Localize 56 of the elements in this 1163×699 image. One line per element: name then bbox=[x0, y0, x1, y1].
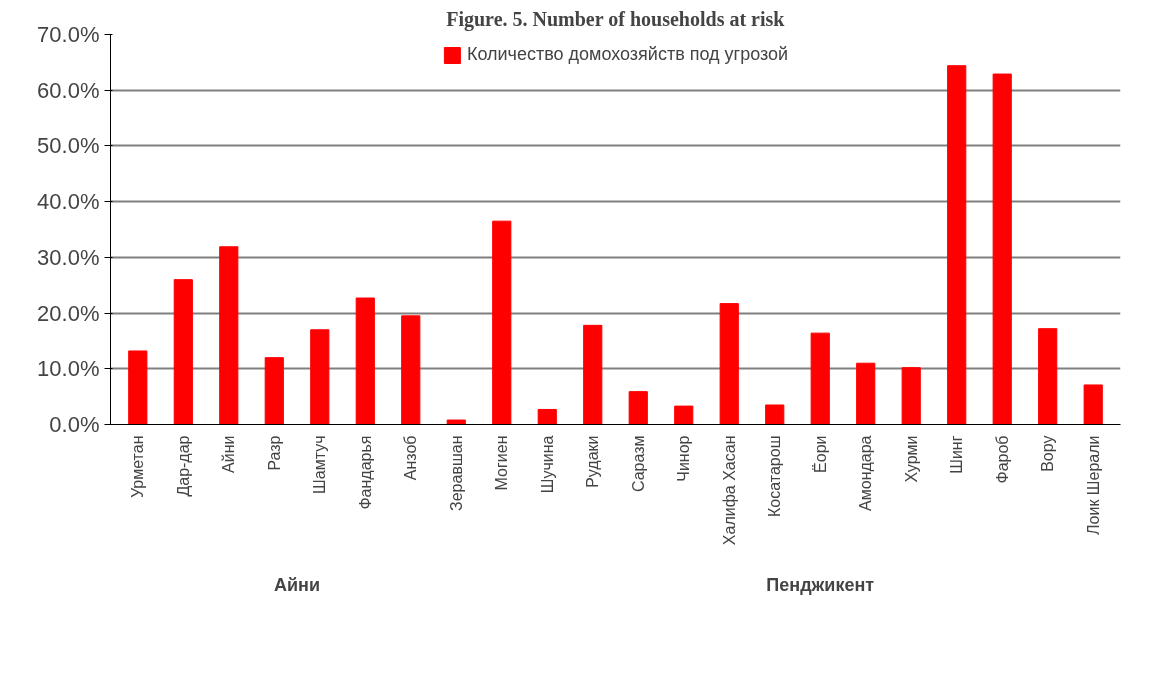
x-tick-label: Разр bbox=[265, 435, 283, 471]
x-tick-label: Шамтуч bbox=[311, 435, 329, 494]
x-tick-label: Ёори bbox=[811, 435, 829, 473]
x-tick-label: Фандарья bbox=[356, 435, 374, 510]
x-tick-label: Хурми bbox=[902, 435, 920, 483]
bar bbox=[1083, 384, 1103, 425]
x-tick-label: Урметан bbox=[129, 435, 147, 499]
y-tick-label: 70.0% bbox=[37, 22, 100, 47]
x-tick-label: Дар-дар bbox=[174, 435, 192, 497]
bar bbox=[446, 419, 466, 425]
text: Пенджикент bbox=[766, 574, 875, 595]
x-tick-label: Айни bbox=[220, 435, 238, 473]
text: Айни bbox=[274, 574, 321, 595]
bar bbox=[810, 332, 830, 425]
bar bbox=[901, 367, 921, 425]
x-tick-label: Вору bbox=[1039, 435, 1057, 472]
x-tick-label: Чинор bbox=[675, 435, 693, 482]
y-tick-label: 50.0% bbox=[37, 133, 100, 159]
y-tick-label: 40.0% bbox=[37, 189, 100, 215]
x-tick-label: Шинг bbox=[948, 435, 966, 474]
x-tick-label: Амондара bbox=[857, 435, 875, 511]
bar bbox=[765, 404, 785, 425]
chart-title: Figure. 5. Number of households at risk bbox=[446, 7, 786, 31]
x-tick-label: Косатарош bbox=[766, 435, 784, 517]
bar bbox=[674, 405, 694, 425]
bar bbox=[947, 65, 967, 425]
y-tick-label: 30.0% bbox=[37, 244, 100, 270]
x-tick-label: Зеравшан bbox=[447, 435, 465, 511]
x-tick-label: Халифа Хасан bbox=[720, 435, 738, 546]
bar bbox=[537, 408, 557, 425]
bar bbox=[173, 279, 193, 425]
x-tick-label: Могиен bbox=[493, 435, 511, 491]
x-tick-label: Анзоб bbox=[402, 435, 420, 481]
x-tick-label: Лоик Шерали bbox=[1084, 435, 1102, 535]
bar bbox=[401, 315, 421, 425]
x-tick-label: Саразм bbox=[629, 435, 647, 493]
legend-label: Количество домохозяйств под угрозой bbox=[466, 44, 789, 65]
y-tick-label: 0.0% bbox=[49, 412, 100, 437]
y-tick-label: 10.0% bbox=[37, 356, 100, 382]
bar bbox=[856, 362, 876, 425]
bar bbox=[1038, 328, 1058, 425]
x-tick-label: Шучина bbox=[538, 435, 556, 494]
y-tick-label: 60.0% bbox=[37, 77, 100, 103]
bar bbox=[628, 391, 648, 425]
bar bbox=[583, 324, 603, 425]
bar bbox=[992, 73, 1012, 425]
bar bbox=[128, 350, 148, 425]
y-tick-label: 20.0% bbox=[37, 300, 100, 326]
x-tick-label: Рудаки bbox=[584, 435, 602, 488]
bar bbox=[264, 357, 284, 425]
bar bbox=[355, 297, 375, 425]
bar bbox=[310, 329, 330, 425]
bar bbox=[719, 303, 739, 425]
bar bbox=[492, 220, 512, 425]
x-tick-label: Фароб bbox=[993, 435, 1011, 484]
bar bbox=[219, 246, 239, 425]
